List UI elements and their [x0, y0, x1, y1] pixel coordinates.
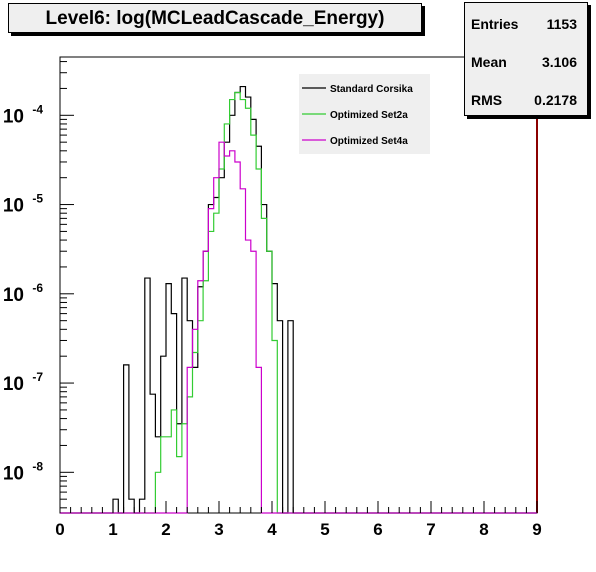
y-tick-label: 10: [3, 374, 24, 395]
legend-label: Optimized Set4a: [330, 136, 408, 147]
stats-value: 1153: [546, 16, 577, 32]
stats-box: Entries 1153 Mean 3.106 RMS 0.2178: [464, 2, 588, 116]
stats-key: Entries: [471, 16, 519, 32]
stats-key: Mean: [471, 54, 507, 70]
legend-label: Optimized Set2a: [330, 110, 408, 121]
x-tick-label: 0: [55, 520, 64, 539]
x-tick-label: 3: [214, 520, 223, 539]
x-tick-label: 9: [532, 520, 541, 539]
title-box: Level6: log(MCLeadCascade_Energy): [8, 3, 422, 33]
x-tick-label: 1: [108, 520, 117, 539]
plot-border: [59, 56, 538, 514]
series-layer: [60, 85, 537, 514]
legend-label: Standard Corsika: [330, 84, 413, 95]
stats-row-mean: Mean 3.106: [465, 43, 587, 81]
plot-frame: [59, 56, 538, 514]
series-line-1: [60, 91, 537, 514]
stats-value: 3.106: [541, 54, 577, 70]
legend: Standard Corsika Optimized Set2a Optimized…: [299, 74, 430, 154]
x-tick-label: 4: [267, 520, 277, 539]
y-tick-exponent: -6: [32, 281, 43, 295]
chart-title: Level6: log(MCLeadCascade_Energy): [45, 8, 385, 29]
x-tick-label: 2: [161, 520, 170, 539]
stats-value: 0.2178: [534, 92, 577, 108]
stats-row-entries: Entries 1153: [465, 5, 587, 43]
y-tick-exponent: -7: [32, 370, 43, 384]
y-tick-label: 10: [3, 196, 24, 217]
y-tick-label: 10: [3, 106, 24, 127]
x-tick-label: 7: [426, 520, 435, 539]
x-tick-label: 8: [479, 520, 488, 539]
y-tick-exponent: -8: [32, 459, 43, 473]
stats-key: RMS: [471, 92, 503, 108]
y-tick-exponent: -5: [32, 192, 43, 206]
series-line-0: [60, 85, 537, 514]
x-tick-label: 6: [373, 520, 382, 539]
stats-row-rms: RMS 0.2178: [465, 81, 587, 119]
axes: 0 1 2 3 4 5 6 7 8 9 10 -8 10 -7 10 -6 10 -5 10 -4: [3, 61, 542, 539]
series-line-2: [60, 141, 537, 514]
y-tick-exponent: -4: [32, 102, 43, 116]
y-tick-label: 10: [3, 285, 24, 306]
x-tick-label: 5: [320, 520, 329, 539]
y-tick-label: 10: [3, 463, 24, 484]
